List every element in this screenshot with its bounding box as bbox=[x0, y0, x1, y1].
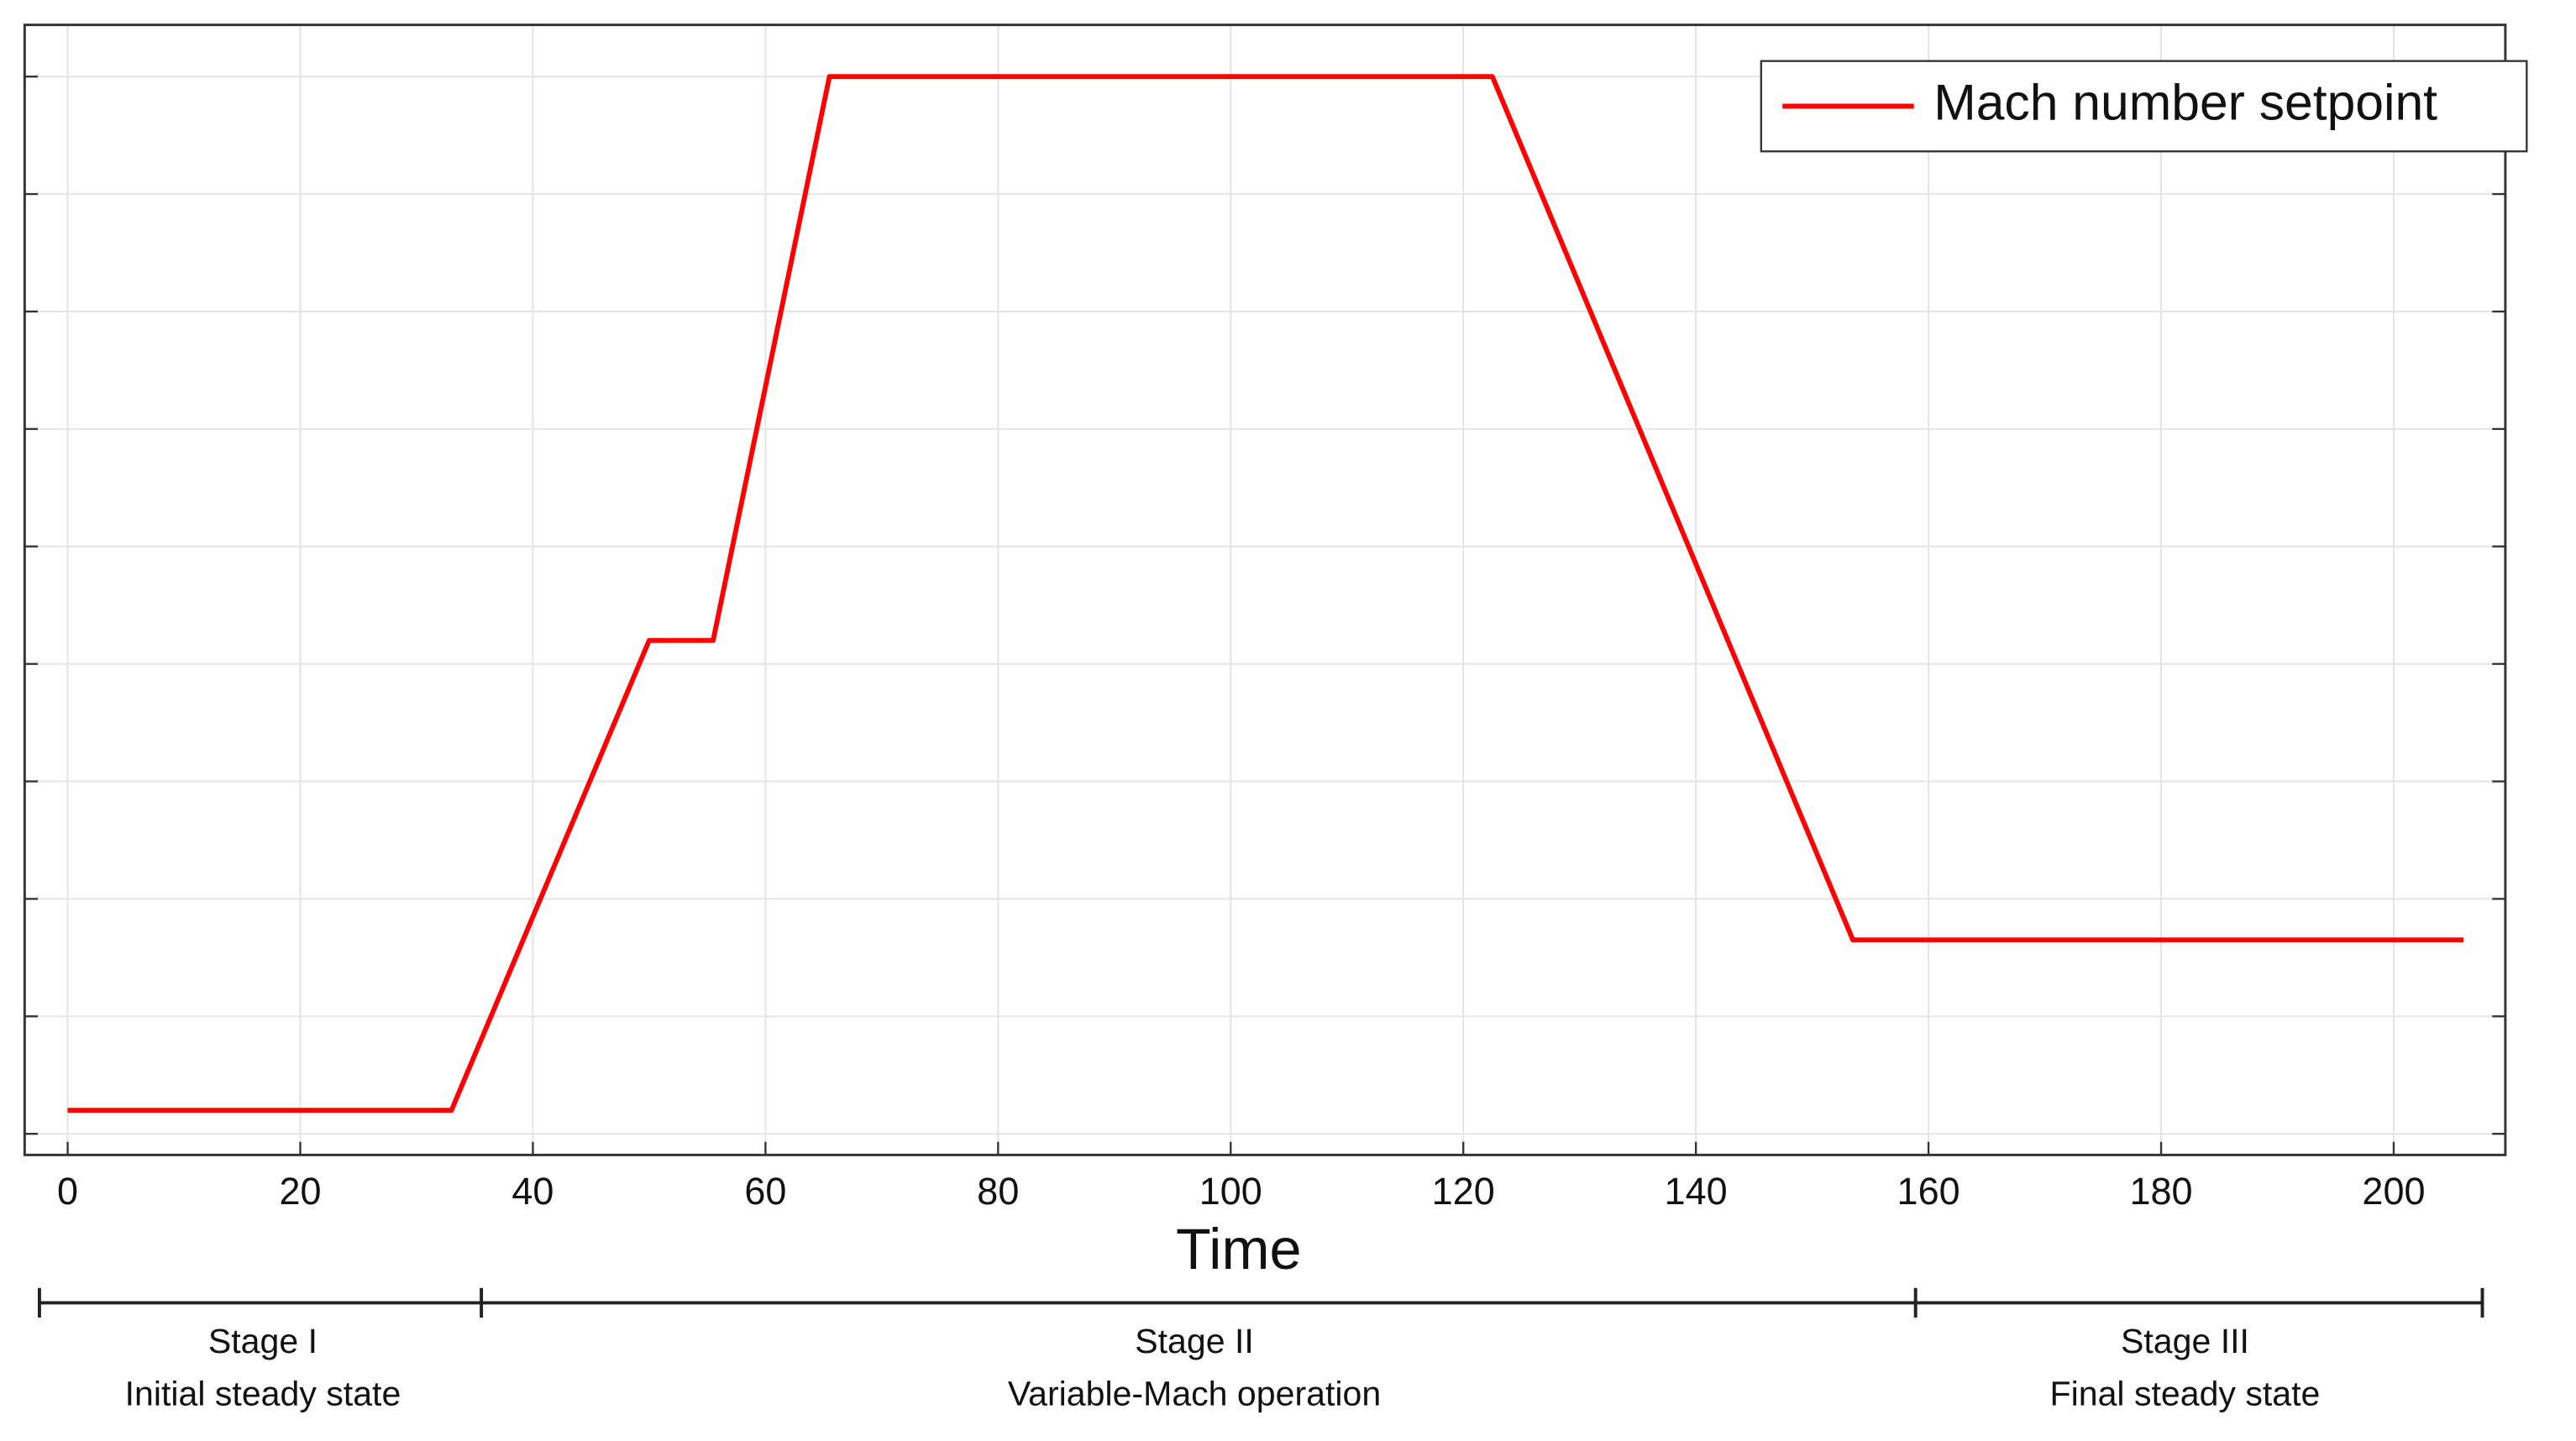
x-tick-label: 60 bbox=[744, 1170, 786, 1213]
stage-name: Stage III bbox=[2121, 1322, 2249, 1360]
legend-label: Mach number setpoint bbox=[1933, 73, 2437, 130]
x-axis-label: Time bbox=[1176, 1217, 1302, 1281]
stage-name: Stage I bbox=[208, 1322, 317, 1360]
stage-name: Stage II bbox=[1135, 1322, 1254, 1360]
stage-description: Variable-Mach operation bbox=[1008, 1375, 1381, 1413]
x-tick-label: 0 bbox=[57, 1170, 78, 1213]
x-tick-label: 160 bbox=[1897, 1170, 1960, 1213]
x-tick-label: 100 bbox=[1199, 1170, 1262, 1213]
x-tick-label: 80 bbox=[977, 1170, 1019, 1213]
stage-description: Final steady state bbox=[2050, 1375, 2321, 1413]
x-tick-label: 200 bbox=[2362, 1170, 2425, 1213]
x-tick-label: 40 bbox=[512, 1170, 553, 1213]
data-line bbox=[67, 74, 2464, 1114]
x-tick-label: 120 bbox=[1432, 1170, 1495, 1213]
x-tick-label: 180 bbox=[2130, 1170, 2193, 1213]
stage-description: Initial steady state bbox=[125, 1375, 401, 1413]
plot-frame bbox=[23, 24, 2507, 1156]
x-tick-label: 20 bbox=[279, 1170, 321, 1213]
x-tick-label: 140 bbox=[1665, 1170, 1728, 1213]
